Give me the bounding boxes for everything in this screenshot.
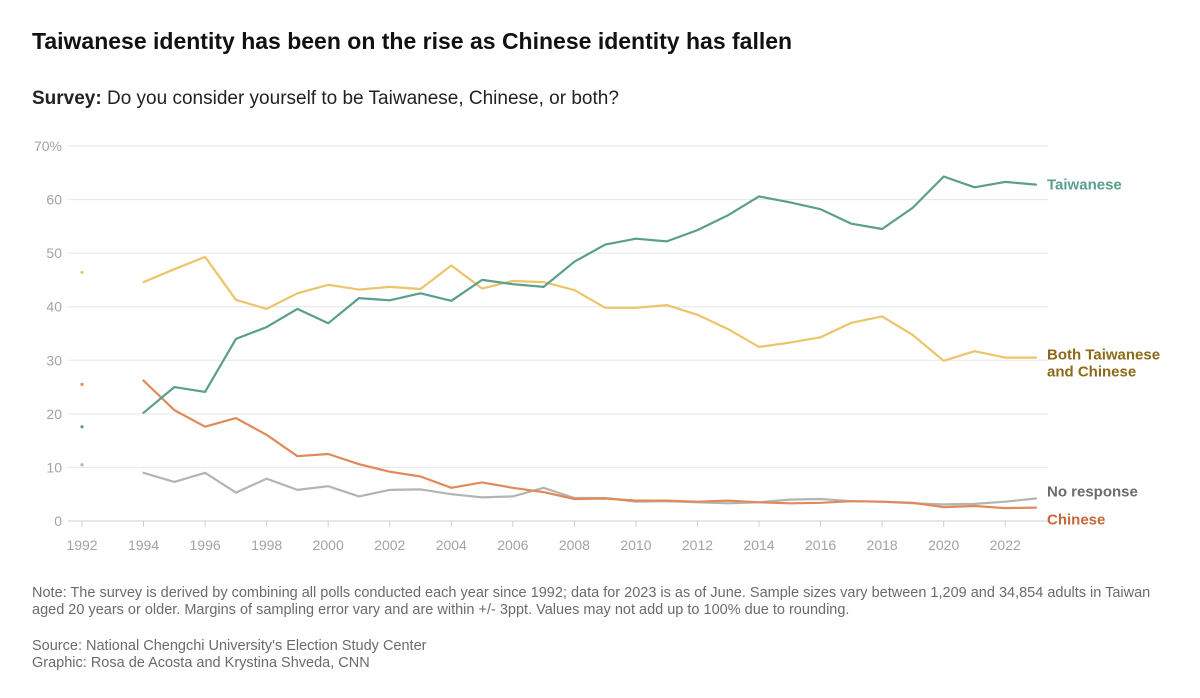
x-tick-label: 2002	[374, 537, 405, 553]
line-chart: 0 10 20 30 40 50 60 70% 1992 1994 1996 1998 2000 200…	[34, 138, 1160, 553]
series-label-chinese: Chinese	[1047, 512, 1105, 529]
x-tick-label: 1992	[66, 537, 97, 553]
point-1992-no_response	[80, 463, 84, 467]
y-tick-label: 0	[54, 513, 62, 529]
subtitle-label: Survey:	[32, 88, 102, 109]
x-tick-label: 2000	[313, 537, 344, 553]
y-tick-label: 10	[46, 459, 62, 475]
series-line-chinese	[142, 379, 1038, 510]
x-tick-label: 2022	[990, 537, 1021, 553]
x-tick-label: 2012	[682, 537, 713, 553]
series-label-taiwanese: Taiwanese	[1047, 177, 1122, 194]
point-1992-taiwanese	[80, 425, 84, 429]
y-tick-label: 60	[46, 192, 62, 208]
x-tick-label: 1994	[128, 537, 159, 553]
chart-note: Note: The survey is derived by combining…	[32, 585, 1151, 618]
x-tick-label: 2008	[559, 537, 590, 553]
x-tick-label: 2014	[743, 537, 774, 553]
chart-title: Taiwanese identity has been on the rise …	[32, 28, 793, 54]
x-axis-ticks: 1992 1994 1996 1998 2000 2002 2004 2006 2008 2010…	[66, 521, 1021, 553]
series-label-both: Both Taiwanese	[1047, 347, 1160, 364]
y-tick-label: 40	[46, 299, 62, 315]
y-tick-label: 30	[46, 352, 62, 368]
x-tick-label: 2016	[805, 537, 836, 553]
x-tick-label: 2020	[928, 537, 959, 553]
y-axis-ticks: 0 10 20 30 40 50 60 70%	[34, 138, 62, 529]
x-tick-label: 2010	[620, 537, 651, 553]
point-1992-chinese	[80, 382, 84, 386]
source-line: Source: National Chengchi University's E…	[32, 638, 427, 654]
series-lines	[80, 175, 1038, 510]
y-tick-label: 50	[46, 245, 62, 261]
subtitle-text: Do you consider yourself to be Taiwanese…	[106, 88, 619, 109]
y-tick-label: 70%	[34, 138, 62, 154]
gridlines	[68, 145, 1048, 522]
series-line-both	[142, 255, 1038, 362]
credit-line: Graphic: Rosa de Acosta and Krystina Shv…	[32, 655, 370, 671]
series-label-no_response: No response	[1047, 484, 1138, 501]
x-tick-label: 1996	[190, 537, 221, 553]
series-line-taiwanese	[142, 175, 1038, 414]
x-tick-label: 2018	[867, 537, 898, 553]
x-tick-label: 1998	[251, 537, 282, 553]
y-tick-label: 20	[46, 406, 62, 422]
x-tick-label: 2004	[436, 537, 467, 553]
point-1992-both	[80, 270, 84, 275]
chart-subtitle: Survey: Do you consider yourself to be T…	[32, 88, 619, 110]
x-tick-label: 2006	[497, 537, 528, 553]
series-label-both: and Chinese	[1047, 364, 1136, 381]
chart-source: Source: National Chengchi University's E…	[32, 638, 426, 672]
